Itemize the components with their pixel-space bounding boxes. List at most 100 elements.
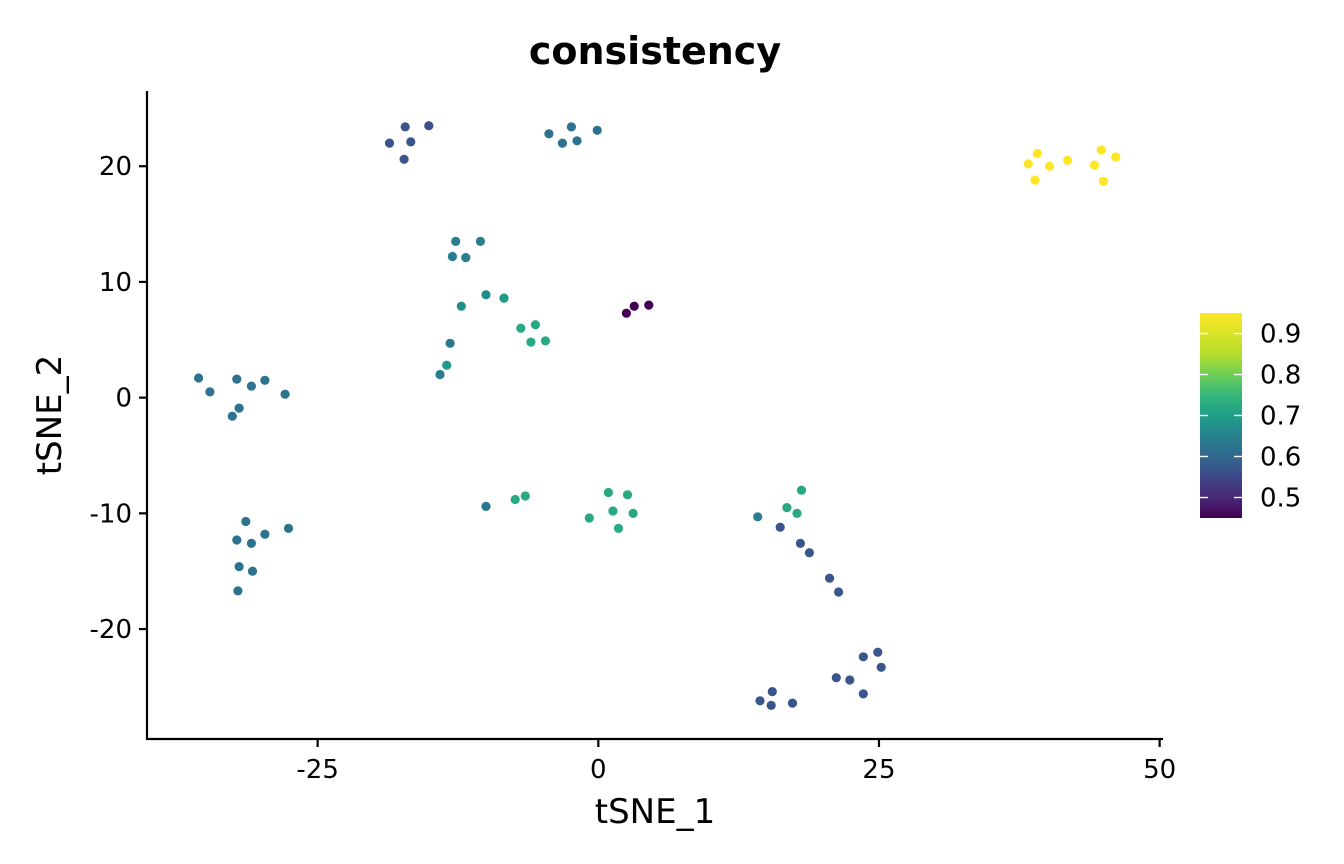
y-tick-label: -10 [90,499,132,529]
scatter-point [241,516,251,527]
scatter-point [530,320,541,330]
scatter-point [424,121,434,131]
y-tick-label: -20 [90,615,132,645]
scatter-point [804,548,815,558]
x-axis-title: tSNE_1 [595,792,715,832]
y-tick-label: 20 [99,152,132,182]
scatter-point [621,308,632,318]
scatter-point [572,136,582,146]
x-tick-label: 50 [1143,755,1176,785]
colorbar-tick-label: 0.6 [1260,443,1301,473]
y-tick-label: 10 [99,268,132,298]
scatter-point [557,138,568,148]
scatter-point [766,700,776,711]
scatter-point [232,374,242,384]
colorbar-tick-label: 0.9 [1260,320,1301,350]
scatter-point [435,369,445,380]
colorbar-tick-label: 0.8 [1260,361,1301,391]
scatter-point [451,236,461,246]
scatter-point [792,508,802,518]
scatter-point [540,336,551,346]
scatter-point [481,501,491,511]
scatter-point [876,662,886,672]
scatter-point [445,338,455,348]
scatter-point [566,122,577,132]
scatter-point [510,494,520,505]
scatter-point [873,647,883,657]
scatter-point [234,403,244,413]
scatter-point [753,512,763,522]
scatter-point [1111,152,1121,162]
colorbar-ticks: 0.5 0.6 0.7 0.8 0.9 [1200,320,1301,514]
scatter-point [1096,145,1106,155]
scatter-point [1032,148,1042,159]
scatter-point [400,122,410,132]
scatter-point [755,696,765,706]
scatter-point [246,381,256,391]
y-axis-title: tSNE_2 [30,355,70,475]
scatter-point [858,689,868,699]
y-tick-label: 0 [115,384,132,414]
scatter-point [644,300,654,310]
scatter-point [499,293,509,303]
chart-title: consistency [529,29,781,73]
scatter-point [795,538,806,549]
scatter-point [447,251,457,262]
scatter-point [613,523,624,534]
scatter-point [246,538,256,549]
scatter-point [260,529,270,539]
colorbar-legend: 0.5 0.6 0.7 0.8 0.9 [1200,313,1301,518]
x-tick-label: 0 [590,755,607,785]
scatter-point [622,490,633,500]
scatter-point [592,125,602,135]
x-tick-label: -25 [296,755,338,785]
scatter-point [584,513,594,523]
scatter-point [406,137,416,147]
scatter-point [247,566,258,576]
x-axis-ticks: -25 0 25 50 [296,739,1176,785]
scatter-point [1030,175,1040,185]
scatter-point [1045,161,1055,171]
scatter-point [516,323,526,333]
scatter-point [283,523,294,534]
scatter-point [1023,159,1033,169]
scatter-point [442,360,452,370]
scatter-point [456,301,466,311]
scatter-point [384,138,395,148]
scatter-point [526,337,536,347]
colorbar-tick-label: 0.5 [1260,484,1301,514]
scatter-point [260,375,270,385]
scatter-point [608,506,618,516]
scatter-point [234,562,244,572]
scatter-point [233,586,243,596]
scatter-point [232,535,242,545]
scatter-point [544,129,554,139]
scatter-point [280,389,290,399]
points-layer [194,121,1121,711]
scatter-point [787,698,798,708]
scatter-point [629,301,639,311]
scatter-point [628,508,638,518]
scatter-point [1089,160,1100,170]
scatter-point [782,503,792,513]
y-axis-ticks: -20 -10 0 10 20 [90,152,147,645]
scatter-point [858,652,868,662]
scatter-point [1063,155,1073,165]
colorbar-tick-label: 0.7 [1260,402,1301,432]
scatter-point [1098,176,1109,186]
scatter-point [767,687,777,697]
scatter-point [603,487,614,498]
scatter-point [481,290,491,300]
scatter-point [475,236,485,246]
scatter-point [796,485,807,495]
scatter-point [399,154,409,164]
scatter-point [831,673,841,683]
scatter-point [194,373,204,383]
scatter-point [834,587,844,597]
scatter-point [845,675,855,685]
x-tick-label: 25 [862,755,895,785]
scatter-point [227,411,237,421]
scatter-point [775,522,785,532]
scatter-point [461,253,471,263]
